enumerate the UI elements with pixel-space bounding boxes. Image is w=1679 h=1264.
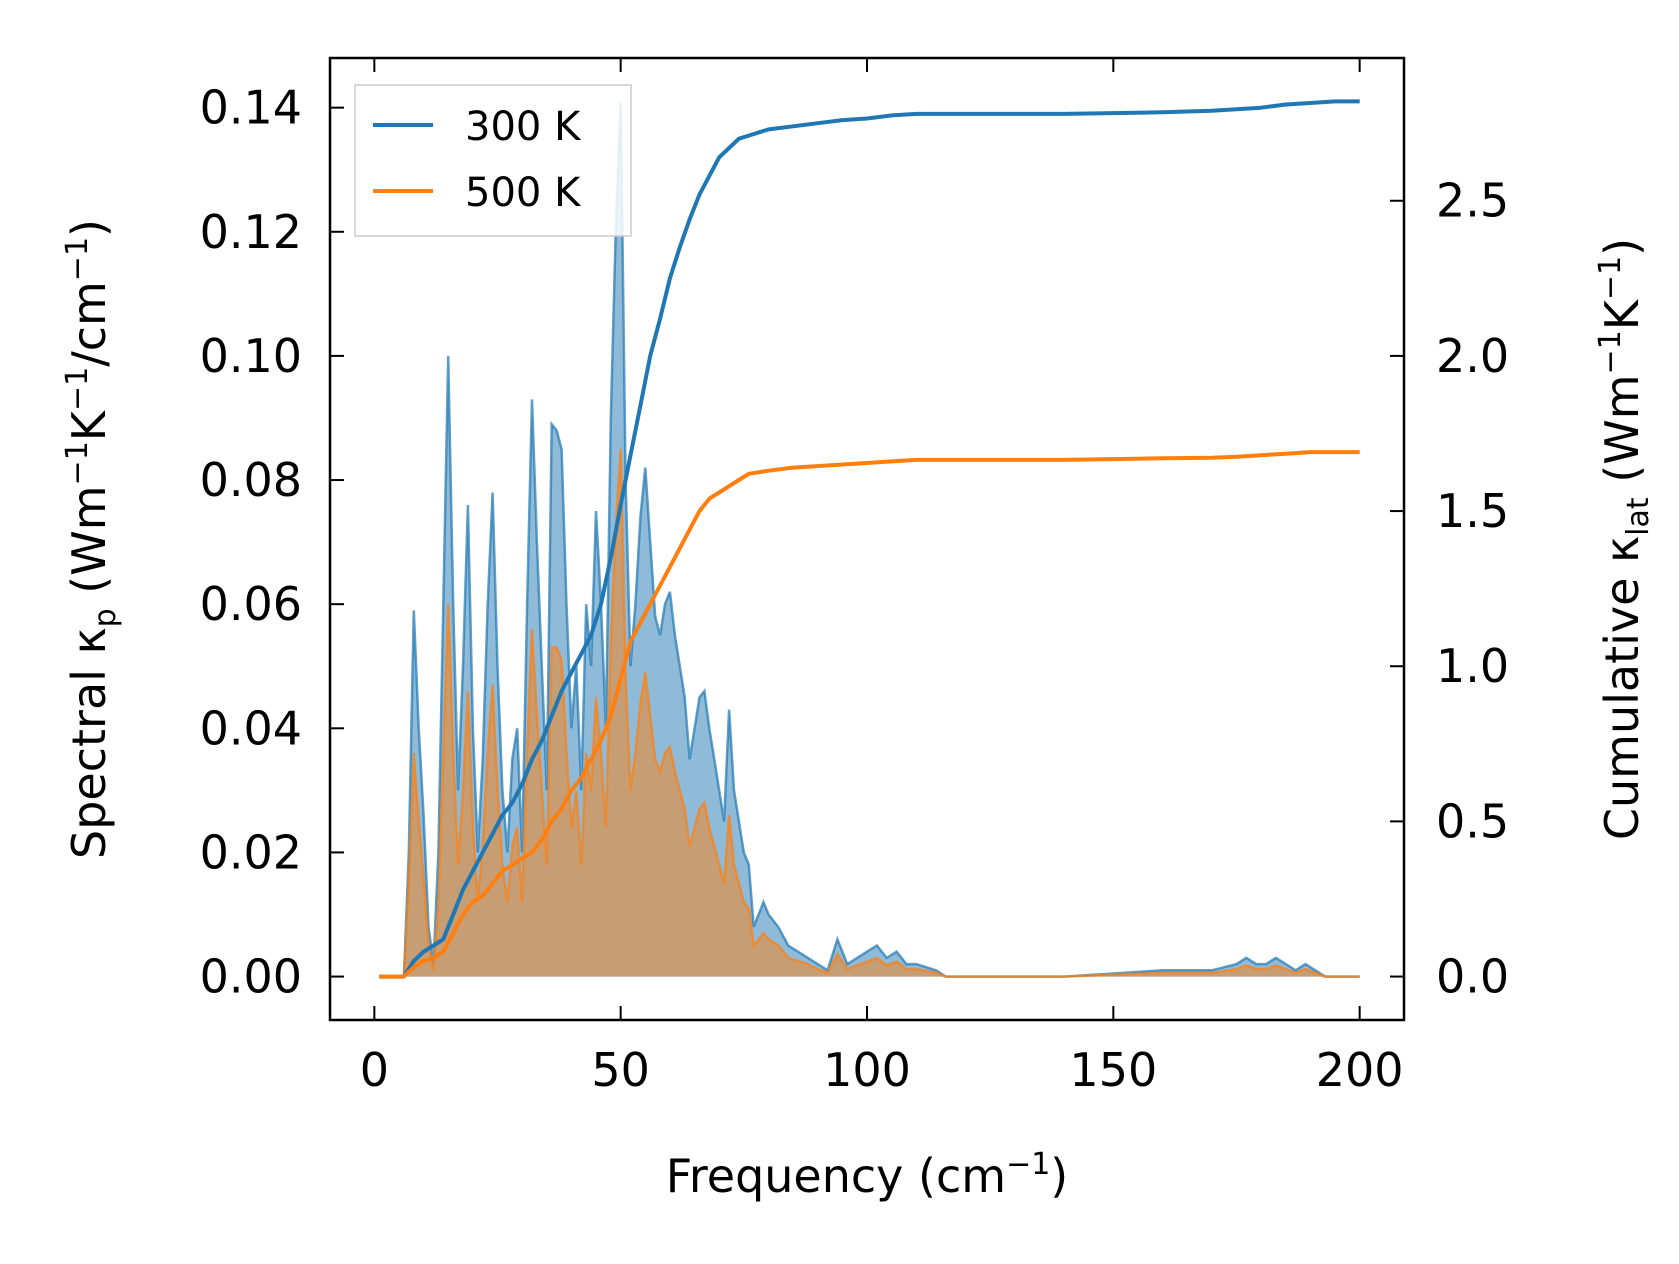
y-right-tick-label: 1.5 bbox=[1436, 484, 1509, 538]
plot-area bbox=[379, 99, 1360, 979]
cumulative-line-500-k-cumulative bbox=[379, 450, 1360, 979]
y-right-tick-label: 1.0 bbox=[1436, 639, 1509, 693]
spectral-line-300-k bbox=[379, 101, 1360, 978]
y-right-tick-label: 0.0 bbox=[1436, 950, 1509, 1004]
x-tick-label: 0 bbox=[360, 1043, 389, 1097]
legend-label-500k: 500 K bbox=[465, 170, 582, 216]
y-left-tick-label: 0.12 bbox=[200, 205, 302, 259]
legend-label-300k: 300 K bbox=[465, 104, 582, 150]
ticks: 0 50 100 150 200 0.00 0.02 0.04 0.06 0.08 0.10 0.12… bbox=[200, 58, 1509, 1097]
x-tick-label: 50 bbox=[591, 1043, 650, 1097]
y-left-tick-label: 0.00 bbox=[200, 950, 302, 1004]
y-left-tick-label: 0.04 bbox=[200, 701, 302, 755]
x-tick-label: 200 bbox=[1316, 1043, 1404, 1097]
cumulative-line-300-k-cumulative bbox=[379, 99, 1360, 979]
y-right-tick-label: 0.5 bbox=[1436, 794, 1509, 848]
y-right-tick-label: 2.5 bbox=[1436, 174, 1509, 228]
x-tick-label: 150 bbox=[1069, 1043, 1157, 1097]
spectral-line-500-k bbox=[379, 448, 1360, 978]
y-axis-label-left: Spectral κp (Wm−1K−1/cm−1) bbox=[60, 219, 123, 859]
y-right-tick-label: 2.0 bbox=[1436, 329, 1509, 383]
y-left-tick-label: 0.14 bbox=[200, 81, 302, 135]
legend-box bbox=[354, 84, 632, 237]
y-left-tick-label: 0.08 bbox=[200, 453, 302, 507]
y-left-tick-label: 0.06 bbox=[200, 577, 302, 631]
legend: 300 K 500 K bbox=[354, 84, 632, 237]
x-tick-label: 100 bbox=[823, 1043, 911, 1097]
y-axis-label-right: Cumulative κlat (Wm−1K−1) bbox=[1593, 238, 1656, 840]
x-axis-label: Frequency (cm−1) bbox=[666, 1147, 1069, 1203]
spectral-area-500-k bbox=[379, 449, 1360, 977]
y-left-tick-label: 0.10 bbox=[200, 329, 302, 383]
y-left-tick-label: 0.02 bbox=[200, 825, 302, 879]
